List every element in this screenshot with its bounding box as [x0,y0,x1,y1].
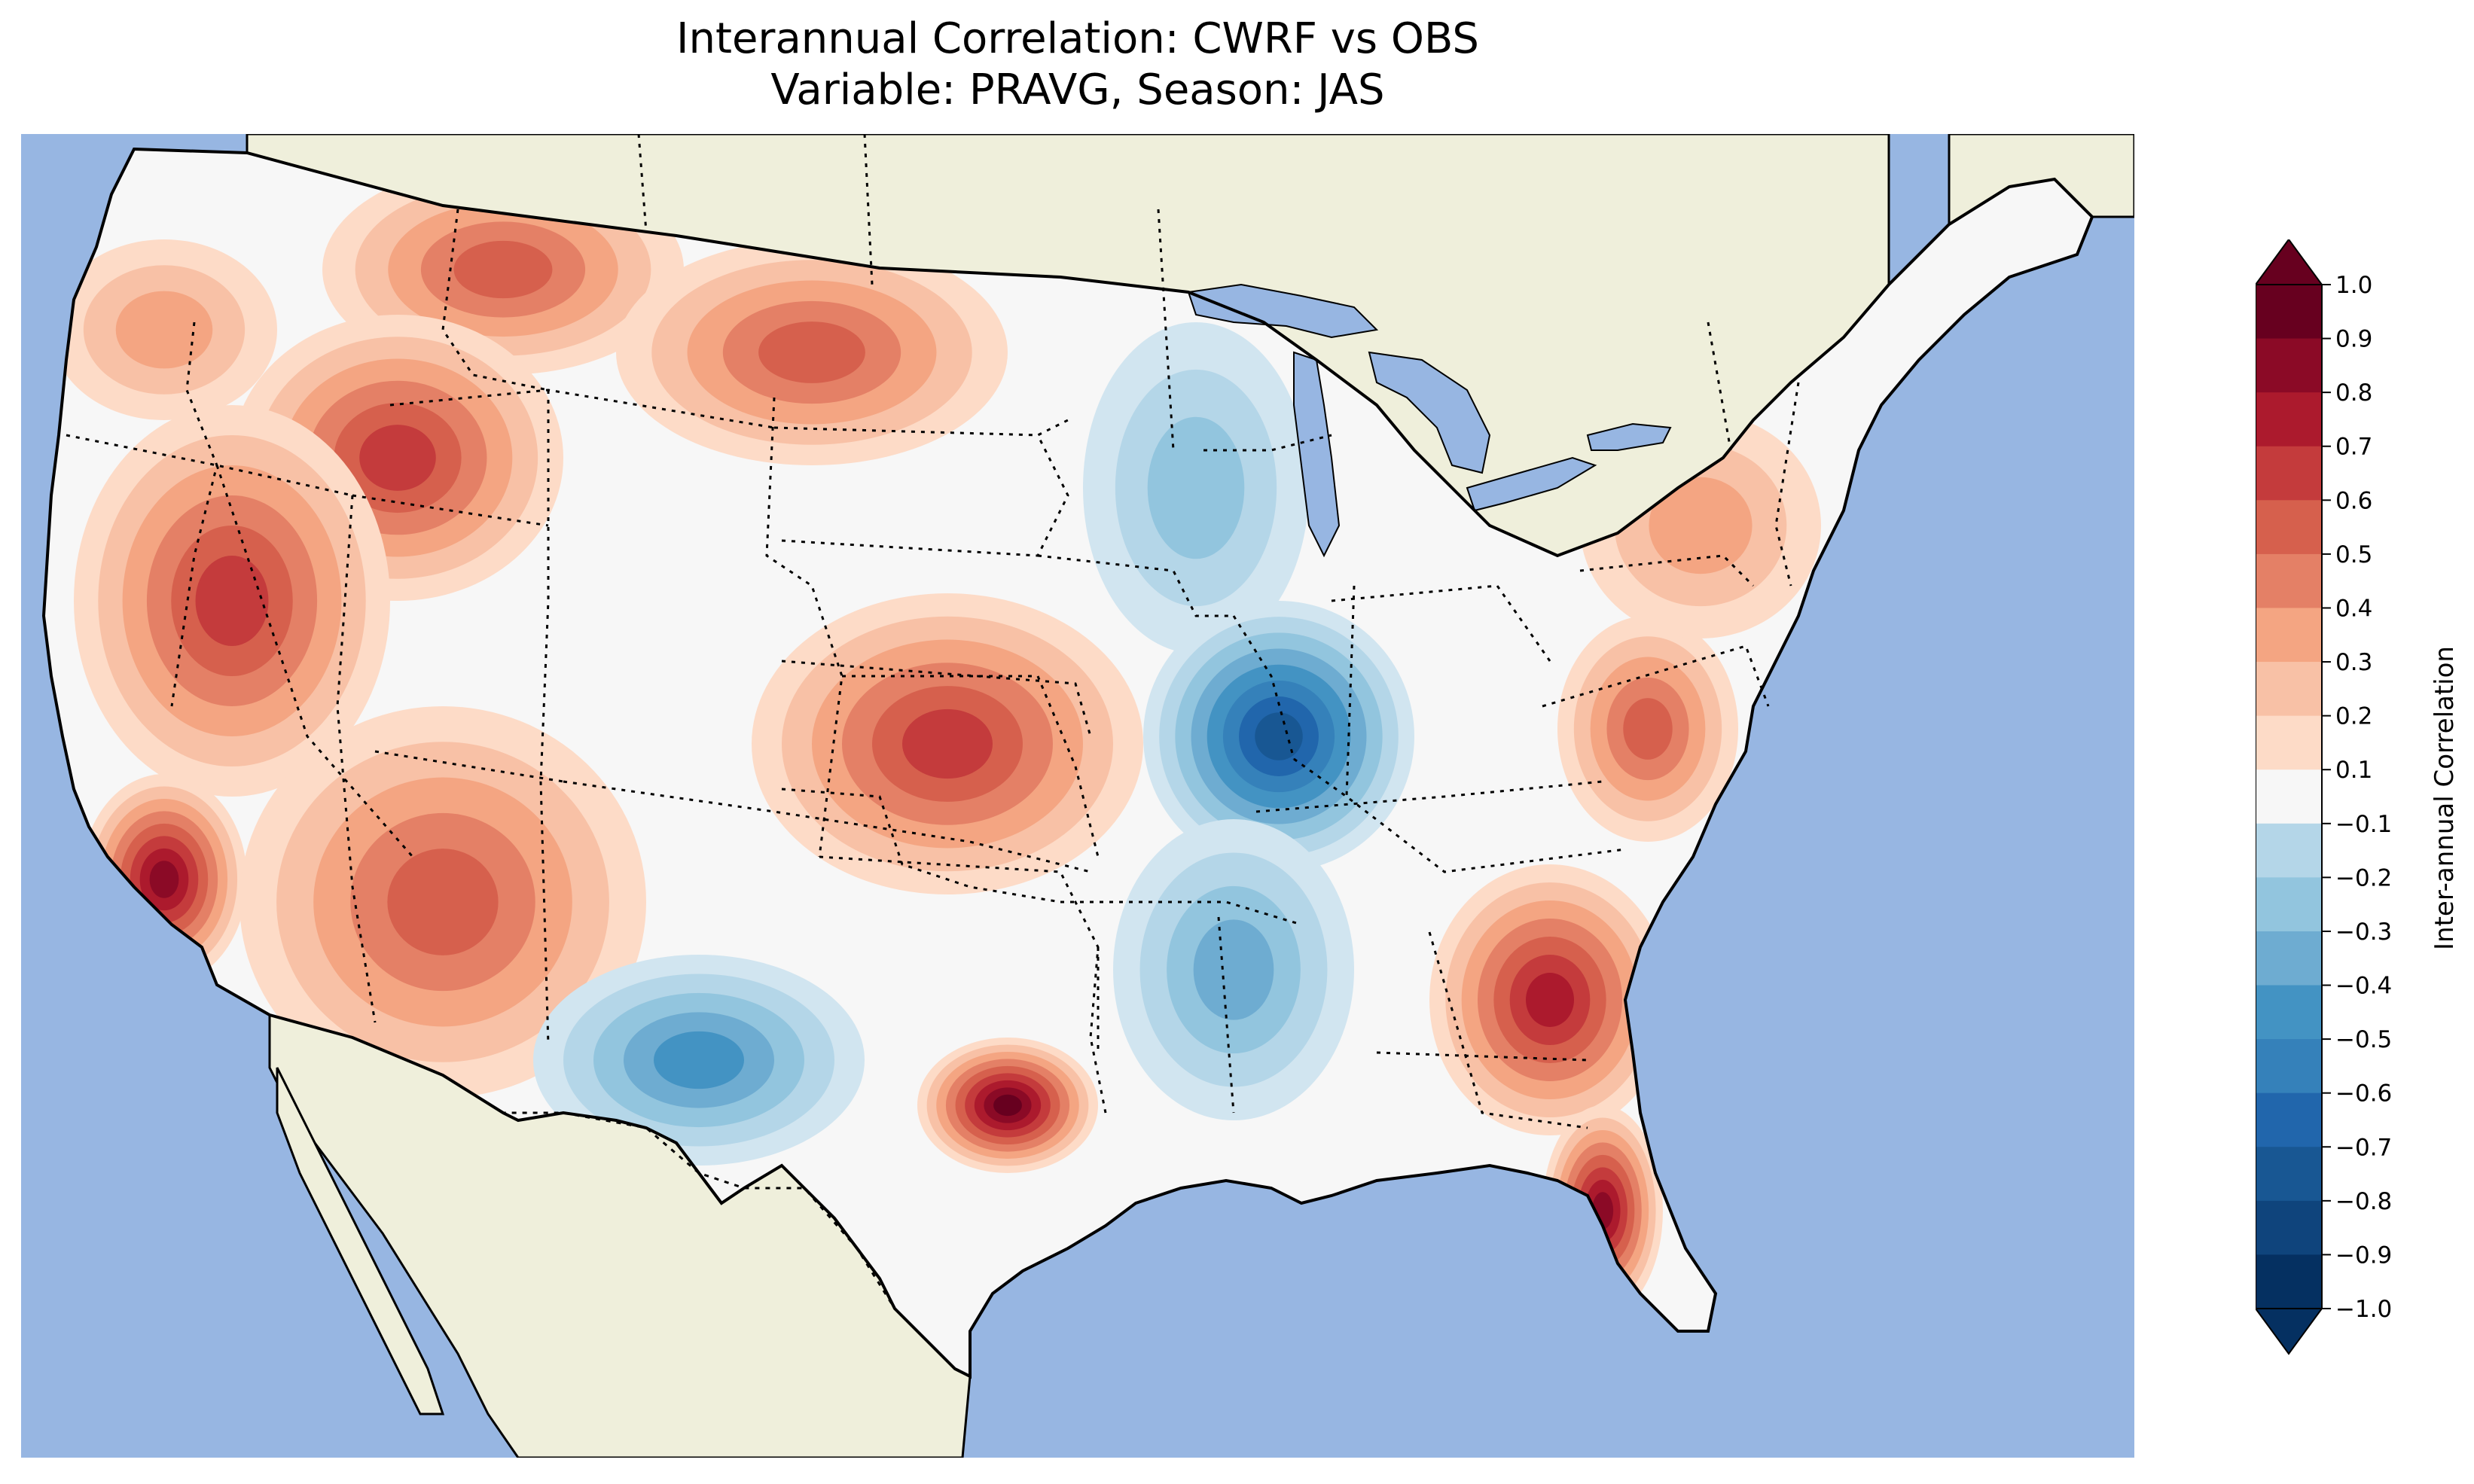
colorbar-tick-label: −0.1 [2335,811,2392,838]
colorbar-tick-label: 0.9 [2335,326,2372,353]
colorbar-outline [2255,284,2323,1309]
colorbar-segment [2256,931,2322,986]
colorbar-tick-label: −0.8 [2335,1188,2392,1215]
colorbar-segment [2256,285,2322,340]
correlation-region [359,425,436,491]
correlation-region [115,291,213,369]
baja-california-land [276,1067,445,1415]
correlation-region [1649,477,1753,574]
colorbar: 1.0 0.9 0.8 0.7 0.6 0.5 0.4 0.3 0.2 0.1 −0.1 −0.2 −0… [2254,238,2466,1361]
correlation-region [1623,698,1673,760]
state-boundaries [66,134,1800,1129]
chart-title: Interannual Correlation: CWRF vs OBS Var… [21,14,2134,116]
colorbar-extend-min [2254,1308,2323,1355]
colorbar-segment [2256,877,2322,932]
colorbar-tick-label: 1.0 [2335,272,2372,299]
canada-border [246,151,1189,294]
mexico-border [269,1013,956,1370]
colorbar-segment [2256,392,2322,447]
colorbar-segment [2256,769,2322,824]
colorbar-tick-label: −0.9 [2335,1242,2392,1269]
colorbar-segment [2256,1092,2322,1147]
correlation-region [993,1094,1022,1117]
correlation-region [1526,973,1574,1027]
colorbar-segment [2256,553,2322,608]
correlation-region [195,556,269,646]
colorbar-extend-max [2254,238,2323,285]
colorbar-tick-label: −0.4 [2335,973,2392,1000]
correlation-region [1147,416,1245,559]
colorbar-label: Inter-annual Correlation [2430,646,2460,950]
colorbar-tick-label: 0.1 [2335,757,2372,784]
colorbar-tick-label: 0.7 [2335,434,2372,461]
title-line-2: Variable: PRAVG, Season: JAS [770,66,1385,114]
colorbar-segment [2256,662,2322,717]
map-panel [21,134,2134,1458]
correlation-region [387,849,499,955]
lake-huron [1368,351,1491,474]
title-line-1: Interannual Correlation: CWRF vs OBS [676,14,1479,63]
lake-erie [1466,456,1597,512]
colorbar-tick-label: 0.8 [2335,379,2372,407]
colorbar-segment [2256,985,2322,1040]
correlation-region [902,708,993,779]
colorbar-segment [2256,500,2322,555]
colorbar-tick-label: 0.4 [2335,595,2372,622]
colorbar-tick-label: −0.2 [2335,864,2392,891]
colorbar-segment [2256,1039,2322,1094]
great-lakes [1187,283,1672,558]
correlation-region [1255,712,1303,760]
colorbar-segment [2256,608,2322,663]
correlation-region [1193,919,1274,1020]
colorbar-segment [2256,1200,2322,1255]
correlation-region [149,861,179,898]
colorbar-tick-label: −0.5 [2335,1026,2392,1053]
colorbar-segment [2256,1147,2322,1202]
colorbar-tick-label: −1.0 [2335,1296,2392,1323]
map-svg [21,134,2134,1458]
colorbar-segment [2256,338,2322,393]
colorbar-tick-label: 0.5 [2335,541,2372,568]
lake-ontario [1586,422,1672,451]
colorbar-segment [2256,446,2322,501]
colorbar-segment [2256,1254,2322,1309]
colorbar-tick-label: 0.6 [2335,487,2372,514]
colorbar-tick-label: 0.2 [2335,703,2372,730]
correlation-region [654,1031,744,1089]
lake-michigan [1293,351,1341,558]
correlation-region [453,240,553,299]
colorbar-tick-label: −0.3 [2335,919,2392,946]
colorbar-tick-label: −0.7 [2335,1134,2392,1161]
colorbar-tick-label: −0.6 [2335,1080,2392,1108]
colorbar-svg: 1.0 0.9 0.8 0.7 0.6 0.5 0.4 0.3 0.2 0.1 −0.1 −0.2 −0… [2254,238,2392,1355]
colorbar-segment [2256,715,2322,770]
colorbar-tick-label: 0.3 [2335,649,2372,676]
colorbar-segment [2256,823,2322,878]
correlation-region [758,321,865,383]
lake-superior [1187,283,1379,339]
